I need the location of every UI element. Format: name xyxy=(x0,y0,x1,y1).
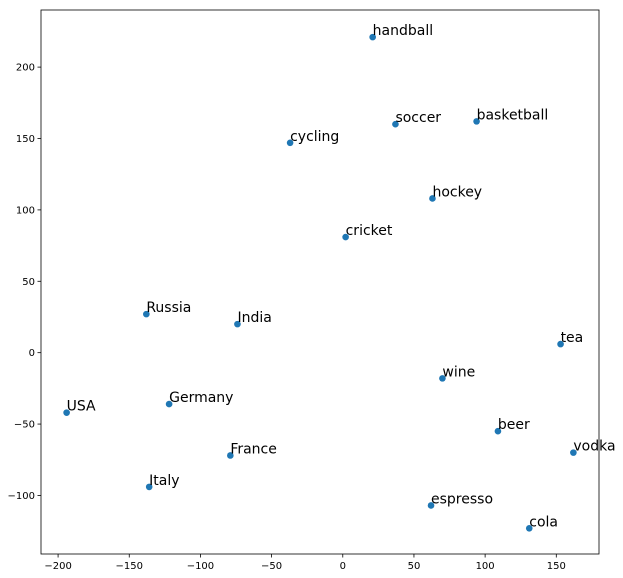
x-tick-label: −150 xyxy=(116,561,143,572)
x-axis: −200 −150 −100 −50 0 50 100 150 xyxy=(44,554,566,572)
data-point-wine xyxy=(439,375,446,382)
data-point-india xyxy=(234,320,241,328)
data-point-usa xyxy=(63,409,70,416)
plot-frame xyxy=(40,9,600,555)
data-label-hockey: hockey xyxy=(432,184,482,200)
data-point-basketball xyxy=(473,118,480,125)
x-tick-label: 150 xyxy=(547,561,566,572)
x-tick-label: 50 xyxy=(408,561,421,572)
data-label-germany: Germany xyxy=(169,390,233,406)
x-tick-label: 0 xyxy=(340,561,346,572)
data-point-italy xyxy=(145,483,153,491)
data-point-cycling xyxy=(286,139,294,147)
y-tick-label: 0 xyxy=(29,348,35,359)
x-tick-label: 100 xyxy=(476,561,495,572)
data-label-soccer: soccer xyxy=(395,110,441,126)
data-label-beer: beer xyxy=(498,417,530,433)
data-point-soccer xyxy=(392,120,399,128)
data-label-italy: Italy xyxy=(149,473,179,489)
data-label-russia: Russia xyxy=(146,300,191,316)
data-label-wine: wine xyxy=(442,364,475,380)
data-label-vodka: vodka xyxy=(573,439,615,455)
data-point-cola xyxy=(525,524,533,532)
data-point-france xyxy=(227,452,234,459)
data-point-espresso xyxy=(427,502,435,509)
data-label-handball: handball xyxy=(373,23,433,39)
data-label-cola: cola xyxy=(529,514,558,530)
data-point-russia xyxy=(143,310,150,318)
data-label-cycling: cycling xyxy=(290,129,339,145)
data-label-india: India xyxy=(237,310,271,326)
y-tick-label: 50 xyxy=(22,277,35,288)
y-tick-label: −50 xyxy=(14,420,35,431)
data-label-tea: tea xyxy=(561,330,584,346)
data-point-germany xyxy=(165,400,173,408)
scatter-points: handball soccer basketball cycling hockey cri… xyxy=(63,23,616,532)
y-tick-label: 200 xyxy=(16,63,35,74)
y-axis: −100 −50 0 50 100 150 200 xyxy=(8,63,41,502)
data-label-cricket: cricket xyxy=(346,223,393,239)
data-label-basketball: basketball xyxy=(477,107,549,123)
data-label-usa: USA xyxy=(67,399,96,415)
x-tick-label: −100 xyxy=(187,561,214,572)
data-point-tea xyxy=(557,340,564,348)
y-tick-label: −100 xyxy=(8,491,35,502)
x-tick-label: −50 xyxy=(261,561,282,572)
y-tick-label: 150 xyxy=(16,134,35,145)
data-label-france: France xyxy=(230,441,277,457)
data-point-beer xyxy=(494,427,502,435)
data-point-hockey xyxy=(429,195,436,202)
data-point-handball xyxy=(369,33,376,41)
y-tick-label: 100 xyxy=(16,205,35,216)
x-tick-label: −200 xyxy=(44,561,71,572)
data-point-cricket xyxy=(342,233,349,241)
data-label-espresso: espresso xyxy=(431,491,493,507)
data-point-vodka xyxy=(570,449,577,456)
